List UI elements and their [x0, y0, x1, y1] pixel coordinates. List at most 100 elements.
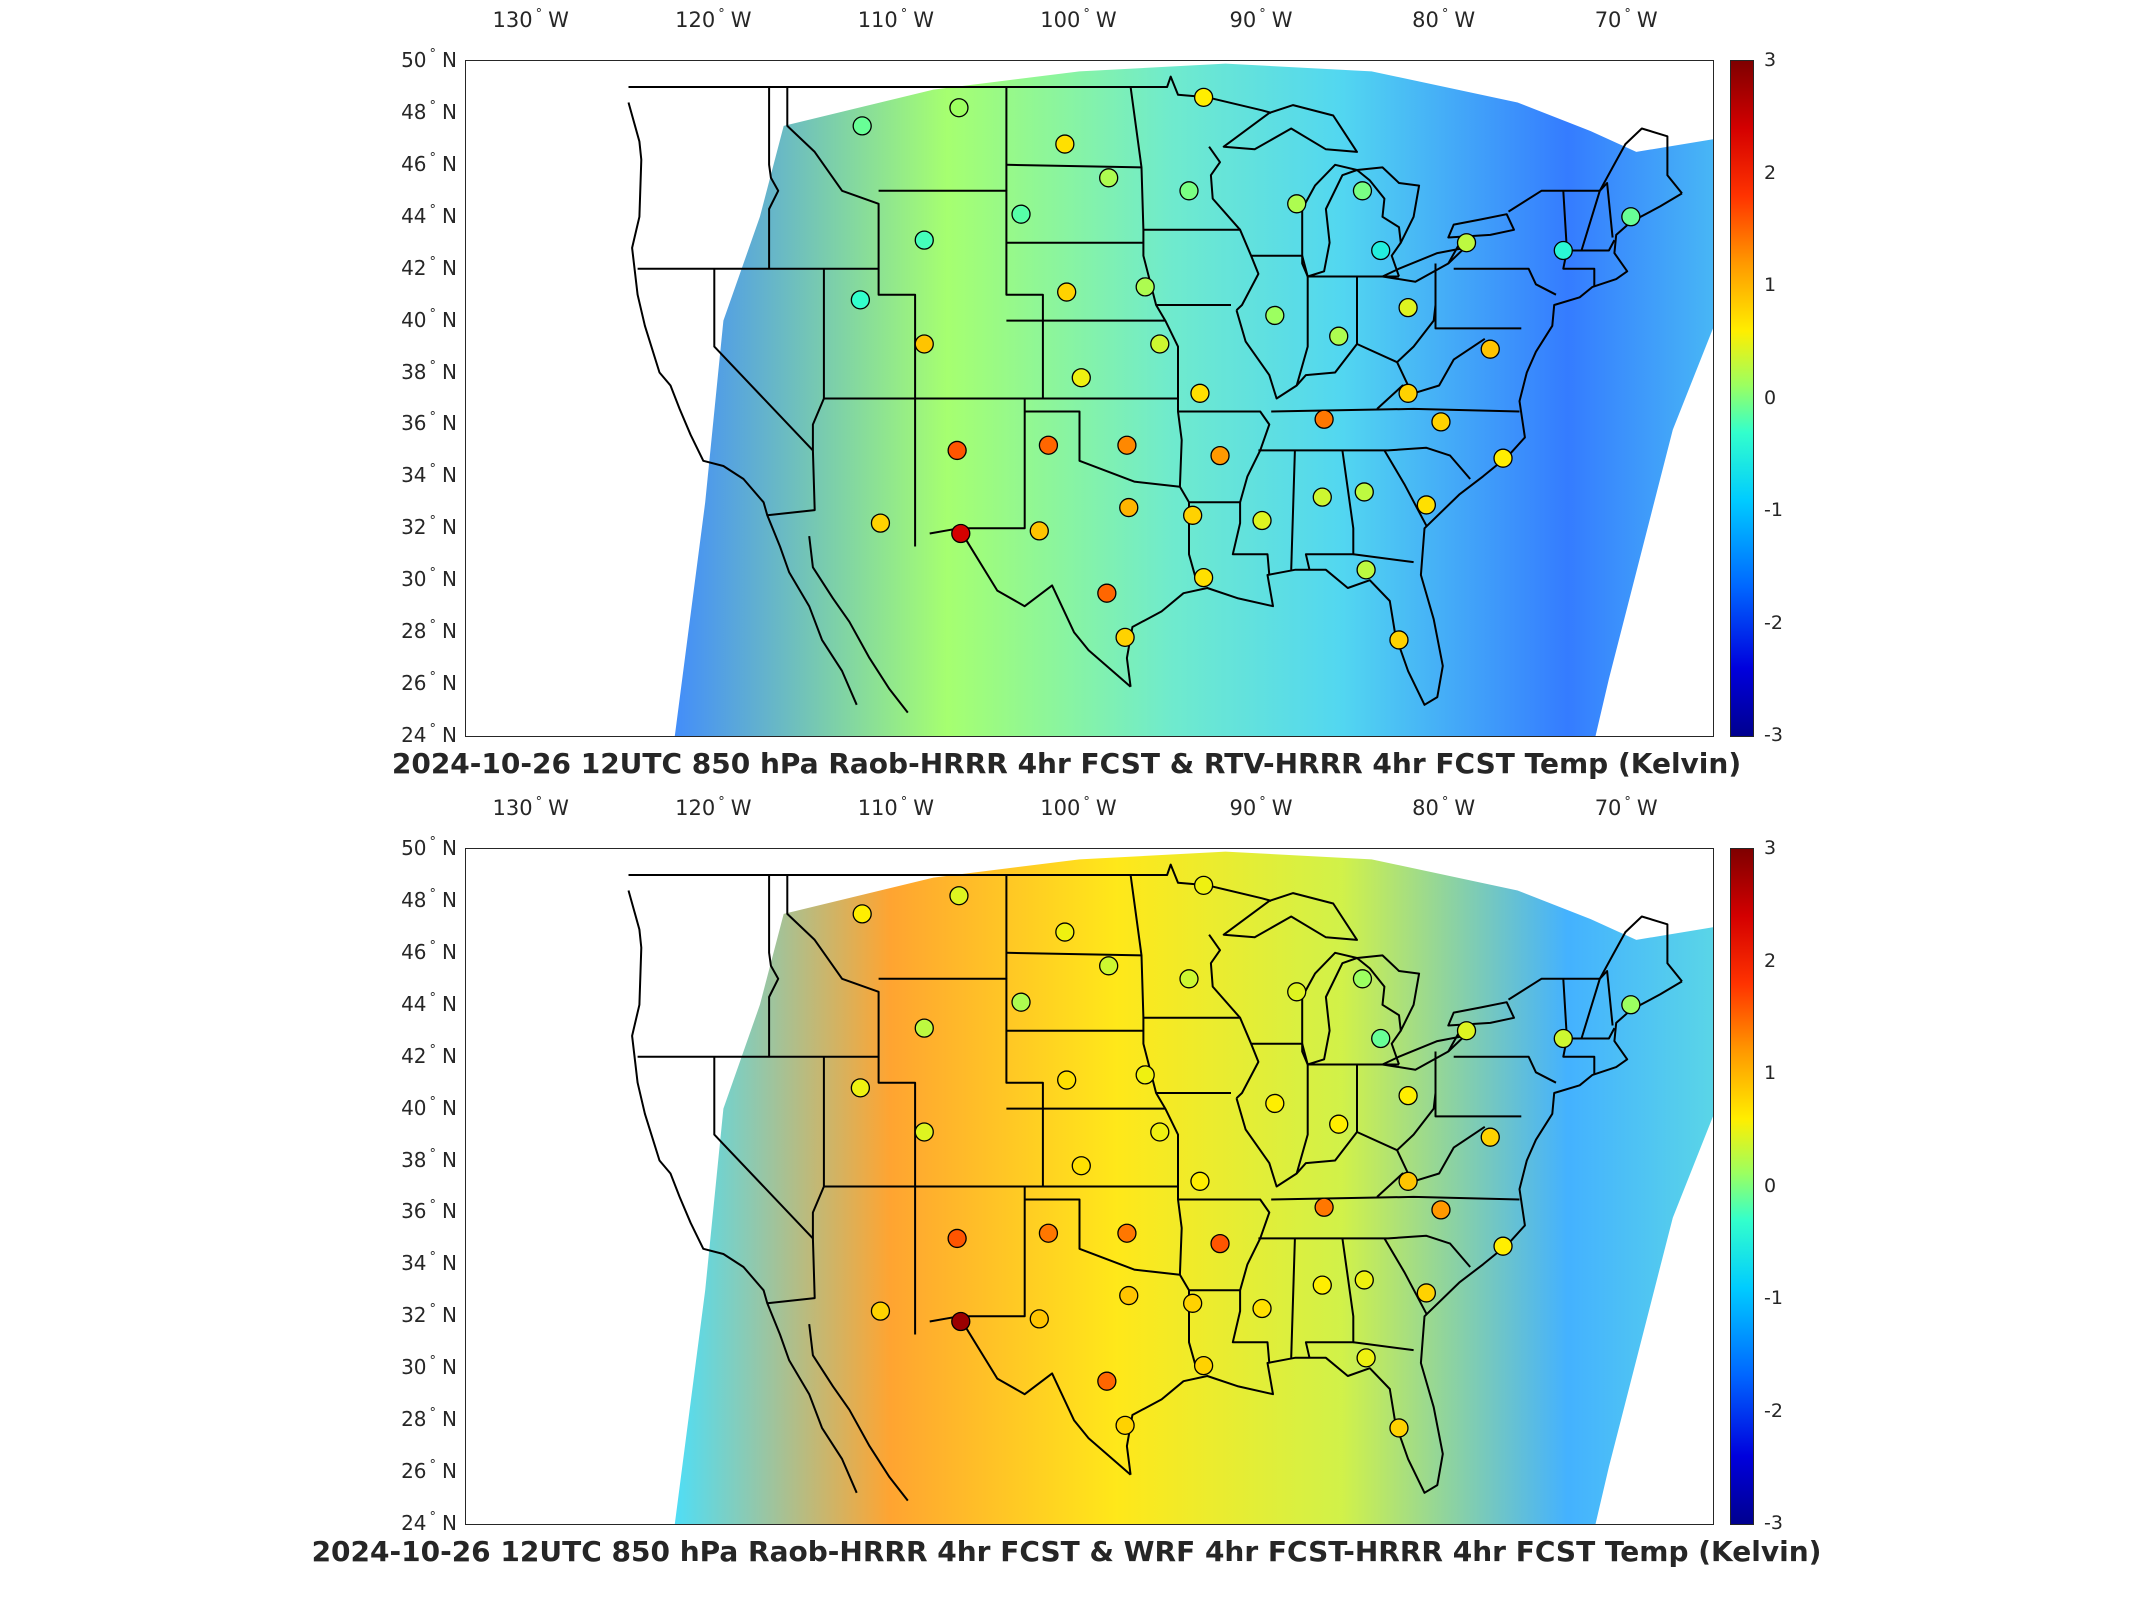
degree-symbol: °	[429, 1406, 437, 1422]
state-border	[786, 875, 917, 1335]
lat-tick-label: 24 ° N	[401, 1510, 457, 1535]
hemisphere-label: N	[442, 1355, 457, 1380]
raob-station-marker	[1553, 240, 1573, 261]
raob-station-marker	[1352, 969, 1373, 989]
raob-station-marker	[1493, 1236, 1513, 1256]
state-border	[1301, 1043, 1309, 1065]
state-border	[1208, 146, 1241, 231]
lat-tick-value: 38	[401, 1147, 427, 1172]
lat-tick-value: 38	[401, 359, 427, 384]
lat-tick-value: 46	[401, 939, 427, 964]
colorbar-tick-label: 2	[1764, 949, 1777, 972]
degree-symbol: °	[429, 462, 437, 478]
lat-tick-label: 46 ° N	[401, 151, 457, 176]
state-border	[1453, 1055, 1557, 1084]
state-border	[1562, 978, 1596, 1075]
raob-station-marker	[1621, 207, 1641, 227]
degree-symbol: °	[429, 410, 437, 426]
state-border	[1580, 970, 1614, 1039]
lon-tick-value: 70	[1594, 796, 1622, 820]
lon-tick-label: 120 ° W	[675, 7, 751, 32]
lon-tick-value: 90	[1229, 796, 1257, 820]
lat-tick-value: 30	[401, 567, 427, 592]
lon-tick-value: 110	[857, 8, 898, 32]
hemisphere-label: N	[442, 307, 457, 332]
raob-station-marker	[1150, 334, 1170, 354]
map-panel-top: 130 ° W 120 ° W 110 ° W 100 ° W 90 ° W 80 ° W 70 ° W 50 ° N 48 °…	[392, 7, 1783, 780]
map-plot-area	[465, 848, 1714, 1525]
map-panel-bottom: 130 ° W 120 ° W 110 ° W 100 ° W 90 ° W 80 ° W 70 ° W 50 ° N 48 °…	[0, 788, 2133, 1588]
raob-station-marker	[1354, 1270, 1374, 1290]
east-coastline	[1125, 192, 1683, 706]
raob-station-marker	[1252, 1298, 1272, 1319]
west-coastline	[627, 890, 858, 1494]
degree-symbol: °	[429, 1354, 437, 1370]
raob-station-marker	[947, 440, 967, 461]
state-border	[1178, 1198, 1271, 1364]
raob-station-marker	[1038, 1223, 1059, 1243]
lat-tick-label: 38 ° N	[401, 1147, 457, 1172]
state-border	[1453, 267, 1557, 296]
state-border	[1271, 407, 1520, 413]
hemisphere-label: W	[1271, 796, 1293, 820]
state-border	[1006, 951, 1142, 957]
hemisphere-label: N	[442, 255, 457, 280]
state-border	[811, 268, 825, 451]
state-border	[1353, 553, 1414, 564]
east-coastline	[1125, 980, 1683, 1494]
raob-station-marker	[1038, 435, 1059, 455]
lon-tick-value: 100	[1040, 8, 1081, 32]
state-border	[1208, 934, 1241, 1019]
degree-symbol: °	[429, 47, 437, 62]
temperature-field	[674, 851, 1713, 1524]
lon-tick-label: 80 ° W	[1412, 795, 1475, 820]
raob-station-marker	[850, 1078, 871, 1098]
state-border	[1143, 1016, 1260, 1099]
lat-tick-label: 30 ° N	[401, 566, 457, 592]
great-lake-outline	[1447, 1001, 1515, 1027]
lat-tick-value: 48	[401, 99, 427, 124]
hemisphere-label: N	[442, 991, 457, 1016]
state-border	[1383, 449, 1428, 527]
state-border	[1562, 190, 1596, 287]
hemisphere-label: N	[442, 359, 457, 384]
longitude-axis: 130 ° W 120 ° W 110 ° W 100 ° W 90 ° W 80 ° W 70 ° W	[465, 7, 1712, 38]
lat-tick-value: 32	[401, 515, 427, 540]
hemisphere-label: N	[442, 1095, 457, 1120]
state-border	[1434, 263, 1522, 330]
raob-station-marker	[1480, 339, 1500, 359]
degree-symbol: °	[429, 202, 437, 218]
raob-station-marker	[1119, 1285, 1139, 1306]
raob-station-marker	[1135, 277, 1155, 297]
raob-station-marker	[1179, 969, 1199, 989]
degree-symbol: °	[718, 7, 725, 22]
state-border	[713, 1056, 816, 1305]
lat-tick-label: 50 ° N	[401, 47, 457, 72]
degree-symbol: °	[1083, 7, 1090, 22]
raob-station-marker	[1398, 1085, 1418, 1106]
latitude-axis: 50 ° N 48 ° N 46 ° N 44 ° N 42 ° N 40 ° N 38 ° N 36 ° N 34 ° N 32 ° N…	[395, 47, 457, 747]
lat-tick-value: 28	[401, 619, 427, 644]
degree-symbol: °	[429, 1198, 437, 1214]
colorbar-tick-label: -1	[1764, 1287, 1783, 1309]
state-border	[1566, 239, 1616, 252]
raob-station-marker	[914, 1122, 934, 1142]
lon-tick-label: 110 ° W	[857, 7, 934, 32]
raob-station-marker	[951, 523, 971, 544]
lat-tick-value: 44	[401, 991, 427, 1016]
state-border	[1024, 1198, 1198, 1369]
raob-station-marker	[1057, 1070, 1077, 1090]
longitude-axis: 130 ° W 120 ° W 110 ° W 100 ° W 90 ° W 80 ° W 70 ° W	[465, 795, 1712, 826]
lon-tick-value: 130	[492, 796, 533, 820]
state-border	[1507, 127, 1683, 213]
lat-tick-value: 40	[401, 1095, 427, 1120]
colorbar-tick-label: 1	[1764, 274, 1777, 296]
west-coastline	[627, 102, 858, 706]
lat-tick-value: 50	[401, 48, 427, 72]
degree-symbol: °	[429, 722, 437, 737]
lat-tick-label: 36 ° N	[401, 1198, 457, 1223]
hemisphere-label: W	[1095, 8, 1117, 32]
lon-tick-label: 100 ° W	[1040, 795, 1116, 820]
hemisphere-label: N	[442, 939, 457, 964]
lat-tick-label: 48 ° N	[401, 887, 457, 912]
